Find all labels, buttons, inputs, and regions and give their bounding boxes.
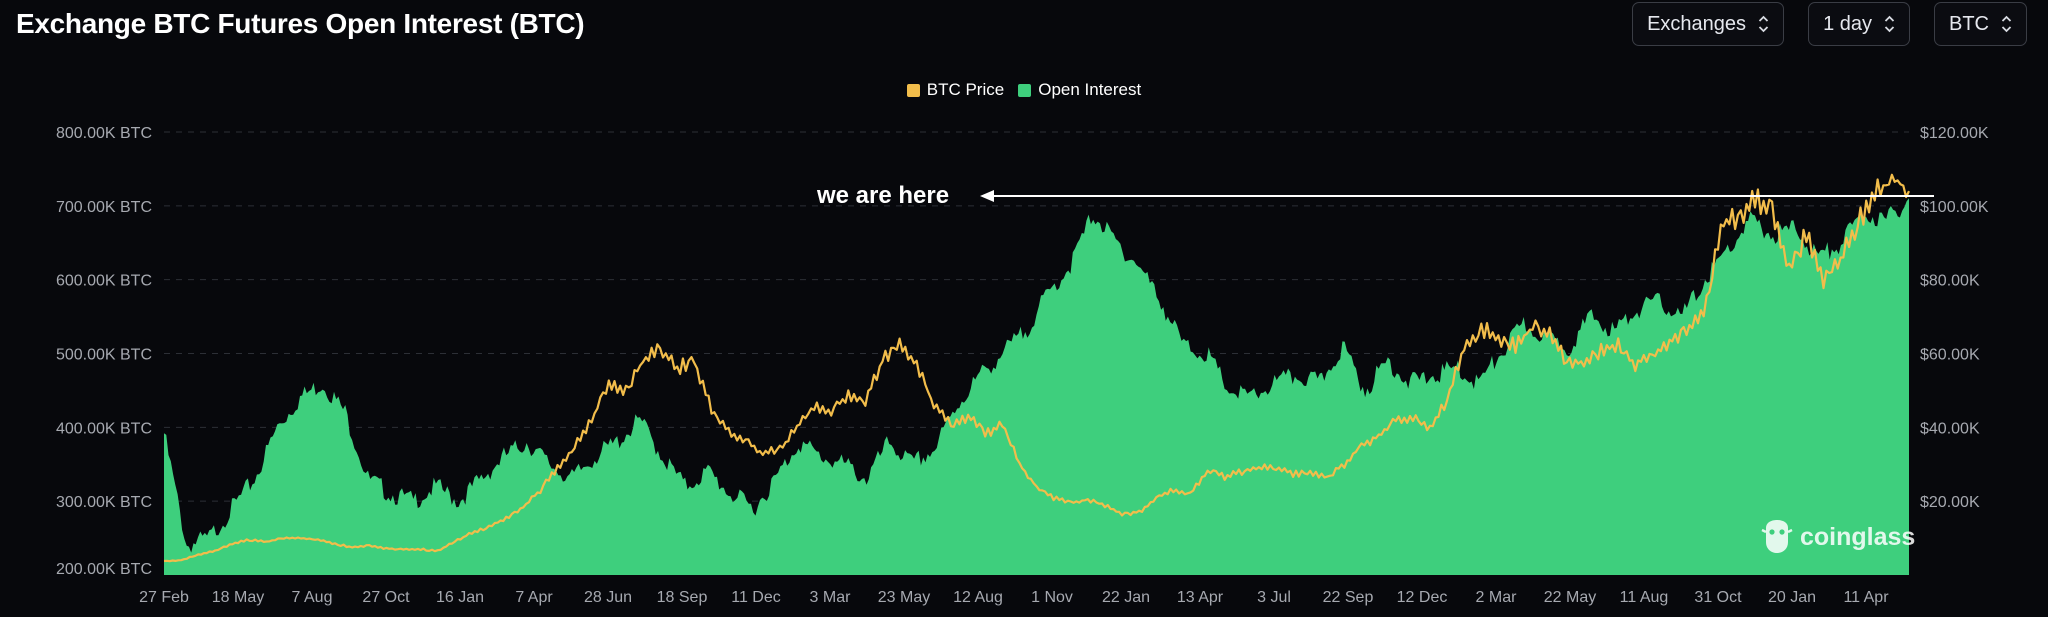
x-tick-label: 31 Oct <box>1694 589 1742 606</box>
y-right-tick-label: $60.00K <box>1920 347 1980 364</box>
x-tick-label: 16 Jan <box>436 589 484 606</box>
page-title: Exchange BTC Futures Open Interest (BTC) <box>16 8 585 39</box>
y-right-tick-label: $20.00K <box>1920 494 1980 511</box>
x-tick-label: 11 Apr <box>1843 589 1889 606</box>
y-right-tick-label: $40.00K <box>1920 420 1980 437</box>
y-left-tick-label: 500.00K BTC <box>56 347 152 364</box>
legend-swatch <box>1018 83 1032 97</box>
y-right-tick-label: $80.00K <box>1920 273 1980 290</box>
y-left-tick-label: 700.00K BTC <box>56 199 152 216</box>
x-tick-label: 27 Oct <box>362 589 410 606</box>
unit-select[interactable]: BTC <box>1934 2 2027 46</box>
x-tick-label: 27 Feb <box>139 589 189 606</box>
x-tick-label: 7 Apr <box>515 589 553 606</box>
x-tick-label: 12 Dec <box>1397 589 1448 606</box>
y-left-tick-label: 300.00K BTC <box>56 494 152 511</box>
chevron-up-down-icon <box>1758 15 1769 33</box>
y-right-tick-label: $100.00K <box>1920 199 1989 216</box>
x-tick-label: 11 Aug <box>1620 589 1669 606</box>
x-tick-label: 28 Jun <box>584 589 632 606</box>
x-tick-label: 3 Jul <box>1257 589 1291 606</box>
x-tick-label: 22 Sep <box>1323 589 1374 606</box>
y-left-tick-label: 800.00K BTC <box>56 125 152 142</box>
x-tick-label: 1 Nov <box>1031 589 1073 606</box>
x-tick-label: 20 Jan <box>1768 589 1816 606</box>
coinglass-logo-icon <box>1761 520 1793 553</box>
brand-watermark: coinglass <box>1760 518 1915 556</box>
legend-label: BTC Price <box>926 80 1005 99</box>
unit-select-label: BTC <box>1949 12 1989 35</box>
x-tick-label: 23 May <box>878 589 930 606</box>
exchanges-select[interactable]: Exchanges <box>1632 2 1785 46</box>
interval-select[interactable]: 1 day <box>1808 2 1910 46</box>
x-tick-label: 12 Aug <box>953 589 1003 606</box>
x-tick-label: 7 Aug <box>292 589 333 606</box>
btc-price-line <box>163 173 1910 563</box>
x-tick-label: 13 Apr <box>1177 589 1224 606</box>
interval-select-label: 1 day <box>1823 12 1872 35</box>
x-tick-label: 18 May <box>212 589 264 606</box>
x-tick-label: 3 Mar <box>810 589 852 606</box>
y-left-tick-label: 400.00K BTC <box>56 420 152 437</box>
x-tick-label: 11 Dec <box>731 589 781 606</box>
y-left-tick-label: 600.00K BTC <box>56 273 152 290</box>
chart-legend: BTC Price Open Interest <box>0 80 2048 100</box>
legend-item-open-interest[interactable]: Open Interest <box>1018 80 1141 100</box>
legend-item-btc-price[interactable]: BTC Price <box>906 80 1005 100</box>
brand-name: coinglass <box>1800 522 1916 551</box>
x-tick-label: 2 Mar <box>1476 589 1518 606</box>
controls-bar: Exchanges 1 day BTC <box>1632 2 2027 46</box>
y-left-tick-label: 200.00K BTC <box>56 561 152 578</box>
legend-swatch <box>906 83 920 97</box>
exchanges-select-label: Exchanges <box>1647 12 1747 35</box>
annotation-arrow-head <box>980 190 994 202</box>
legend-label: Open Interest <box>1038 80 1142 99</box>
open-interest-area <box>164 198 1909 575</box>
chevron-up-down-icon <box>2001 15 2012 33</box>
x-tick-label: 22 May <box>1544 589 1596 606</box>
x-tick-label: 22 Jan <box>1102 589 1150 606</box>
x-tick-label: 18 Sep <box>657 589 708 606</box>
chevron-up-down-icon <box>1884 15 1895 33</box>
annotation-label: we are here <box>817 182 950 209</box>
y-right-tick-label: $120.00K <box>1920 125 1989 142</box>
